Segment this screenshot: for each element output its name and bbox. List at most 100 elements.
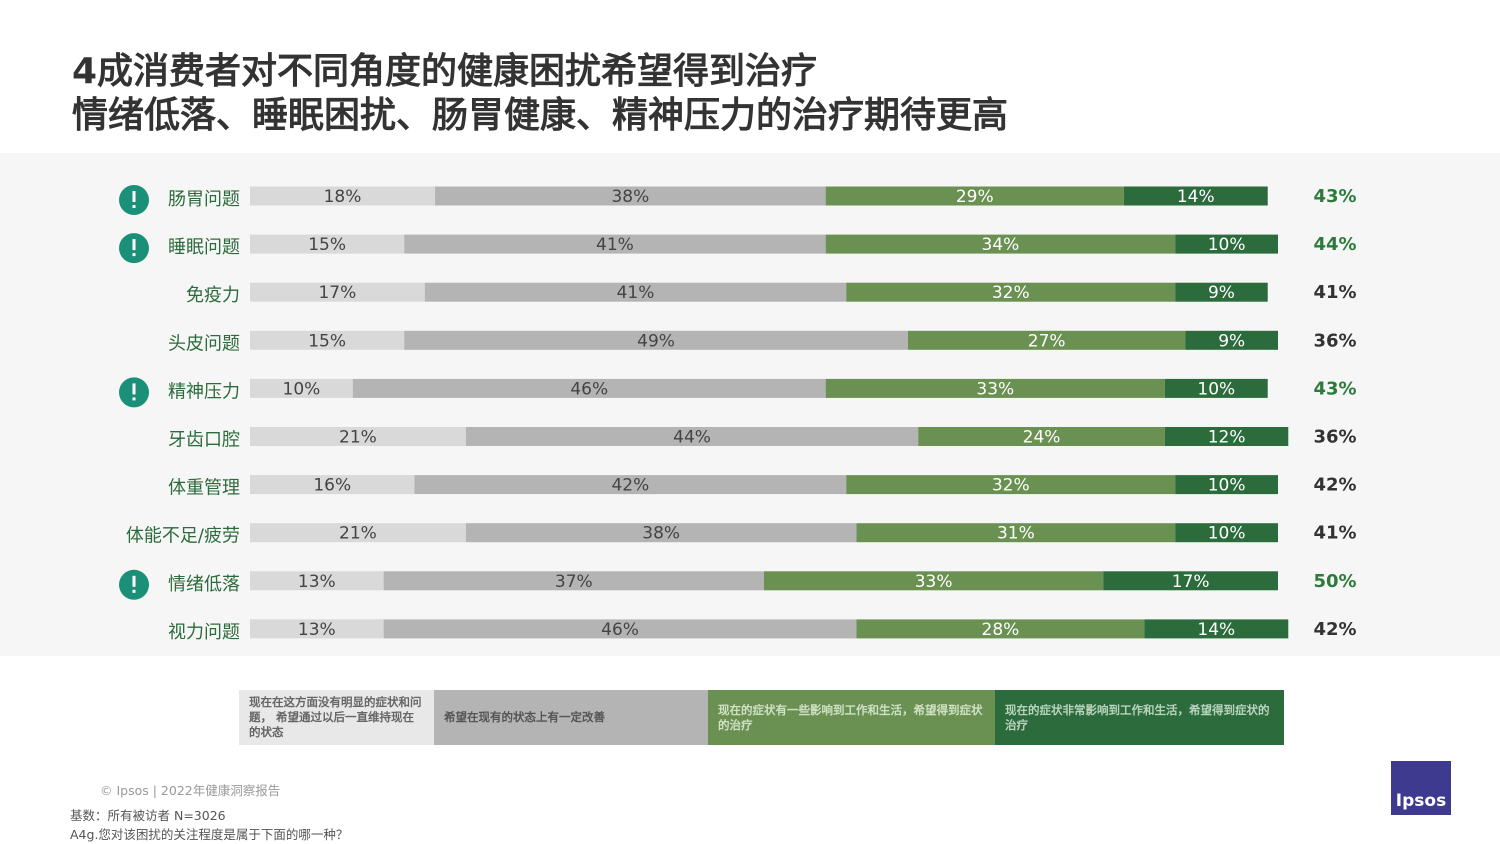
value-label: 32% — [992, 476, 1030, 496]
value-label: 15% — [308, 235, 346, 255]
value-label: 12% — [1208, 428, 1246, 448]
value-label: 33% — [915, 572, 953, 592]
bar-segment — [846, 282, 1176, 302]
bar-segment — [465, 427, 919, 446]
bar-segment — [918, 427, 1165, 446]
total-label: 41% — [1313, 282, 1356, 303]
value-label: 16% — [313, 476, 351, 496]
subtitle: 情绪低落、睡眠困扰、肠胃健康、精神压力的治疗期待更高 — [72, 95, 1009, 136]
bar-segment — [414, 475, 847, 495]
value-label: 38% — [611, 187, 649, 207]
alert-icon-bar — [132, 239, 136, 251]
bar-segment — [465, 523, 857, 543]
value-label: 9% — [1218, 331, 1245, 351]
alert-icon-bar — [132, 191, 136, 202]
bar-segment — [907, 330, 1186, 350]
total-label: 36% — [1313, 427, 1356, 448]
category-label: 肠胃问题 — [168, 189, 240, 210]
value-label: 41% — [617, 283, 655, 303]
value-label: 15% — [308, 331, 346, 351]
value-label: 21% — [339, 428, 377, 448]
bar-segment — [764, 571, 1104, 591]
value-label: 17% — [1172, 572, 1210, 592]
value-label: 49% — [637, 331, 675, 351]
value-label: 13% — [298, 572, 336, 592]
alert-icon-dot — [132, 253, 136, 257]
value-label: 32% — [992, 283, 1030, 303]
bar-segment — [424, 282, 847, 302]
value-label: 14% — [1197, 620, 1235, 640]
total-label: 36% — [1313, 330, 1356, 351]
bar-segment — [250, 619, 384, 639]
legend-item: 现在的症状有一些影响到工作和生活，希望得到症状的治疗 — [708, 690, 995, 745]
bar-segment — [404, 330, 908, 350]
bar-segment — [404, 234, 826, 254]
category-label: 头皮问题 — [168, 333, 240, 354]
value-label: 10% — [1197, 379, 1235, 399]
bar-segment — [250, 523, 466, 543]
value-label: 10% — [1208, 524, 1246, 544]
bar-segment — [825, 234, 1176, 254]
bar-segment — [250, 475, 415, 495]
legend-item: 现在的症状非常影响到工作和生活，希望得到症状的治疗 — [995, 690, 1284, 745]
legend-item: 希望在现有的状态上有一定改善 — [434, 690, 708, 745]
total-label: 50% — [1313, 571, 1356, 592]
value-label: 44% — [673, 428, 711, 448]
bar-segment — [435, 186, 826, 206]
value-label: 27% — [1028, 331, 1066, 351]
alert-icon-dot — [132, 589, 136, 593]
bar-segment — [250, 234, 405, 254]
total-label: 43% — [1313, 186, 1356, 207]
alert-icon-dot — [132, 397, 136, 401]
value-label: 38% — [642, 524, 680, 544]
bar-segment — [250, 427, 466, 446]
category-label: 情绪低落 — [168, 574, 240, 595]
value-label: 31% — [997, 524, 1035, 544]
bar-segment — [1123, 186, 1268, 206]
value-label: 18% — [324, 187, 362, 207]
bar-segment — [856, 523, 1176, 543]
value-label: 10% — [1208, 235, 1246, 255]
value-label: 28% — [982, 620, 1020, 640]
bar-segment — [250, 378, 353, 398]
value-label: 46% — [601, 620, 639, 640]
category-label: 视力问题 — [168, 622, 240, 643]
alert-icon-dot — [132, 205, 136, 208]
category-label: 体能不足/疲劳 — [126, 526, 240, 547]
alert-icon-bar — [132, 383, 136, 395]
bar-segment — [846, 475, 1176, 495]
bar-segment — [1175, 282, 1268, 302]
value-label: 42% — [611, 476, 649, 496]
bar-segment — [1175, 234, 1278, 254]
total-label: 42% — [1313, 475, 1356, 496]
value-label: 34% — [982, 235, 1020, 255]
bar-segment — [1103, 571, 1278, 591]
bar-segment — [250, 186, 436, 206]
value-label: 10% — [1208, 476, 1246, 496]
bar-segment — [250, 571, 384, 591]
value-label: 41% — [596, 235, 634, 255]
alert-icon-bar — [132, 575, 136, 587]
bar-segment — [1175, 475, 1278, 495]
bar-segment — [250, 282, 425, 302]
category-label: 睡眠问题 — [168, 237, 240, 258]
bar-segment — [383, 571, 764, 591]
value-label: 13% — [298, 620, 336, 640]
bar-segment — [1144, 619, 1289, 639]
bar-segment — [1185, 330, 1278, 350]
bar-segment — [383, 619, 857, 639]
value-label: 21% — [339, 524, 377, 544]
value-label: 37% — [555, 572, 593, 592]
bar-segment — [856, 619, 1145, 639]
value-label: 46% — [570, 379, 608, 399]
value-label: 24% — [1023, 428, 1061, 448]
value-label: 33% — [976, 379, 1014, 399]
value-label: 14% — [1177, 187, 1215, 207]
legend-item: 现在在这方面没有明显的症状和问题， 希望通过以后一直维持现在的状态 — [239, 690, 434, 745]
question-note: A4g.您对该困扰的关注程度是属于下面的哪一种？ — [70, 827, 349, 842]
category-label: 牙齿口腔 — [168, 430, 240, 451]
bar-segment — [1175, 523, 1278, 543]
bar-segment — [352, 378, 826, 398]
